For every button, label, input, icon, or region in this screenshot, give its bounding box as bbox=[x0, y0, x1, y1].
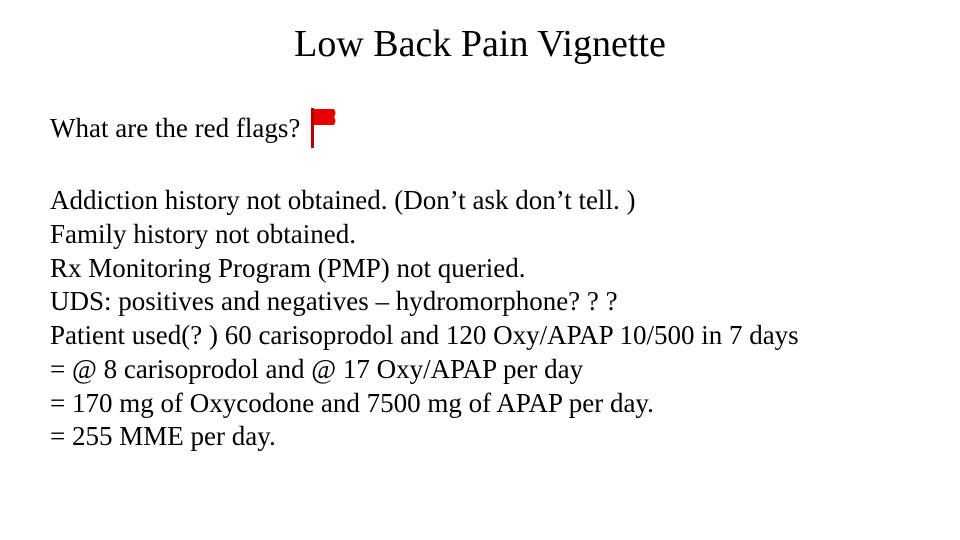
question-row: What are the red flags? bbox=[50, 108, 338, 148]
body-line: Rx Monitoring Program (PMP) not queried. bbox=[50, 252, 910, 286]
body-line: = 255 MME per day. bbox=[50, 420, 910, 454]
question-text: What are the red flags? bbox=[50, 113, 300, 144]
body-line: = @ 8 carisoprodol and @ 17 Oxy/APAP per… bbox=[50, 353, 910, 387]
slide: Low Back Pain Vignette What are the red … bbox=[0, 0, 960, 540]
body-line: Addiction history not obtained. (Don’t a… bbox=[50, 184, 910, 218]
body-line: Family history not obtained. bbox=[50, 218, 910, 252]
red-flag-icon bbox=[310, 108, 338, 148]
body-line: Patient used(? ) 60 carisoprodol and 120… bbox=[50, 319, 910, 353]
body-line: = 170 mg of Oxycodone and 7500 mg of APA… bbox=[50, 387, 910, 421]
slide-title: Low Back Pain Vignette bbox=[0, 22, 960, 66]
body-line: UDS: positives and negatives – hydromorp… bbox=[50, 285, 910, 319]
body-block: Addiction history not obtained. (Don’t a… bbox=[50, 184, 910, 454]
